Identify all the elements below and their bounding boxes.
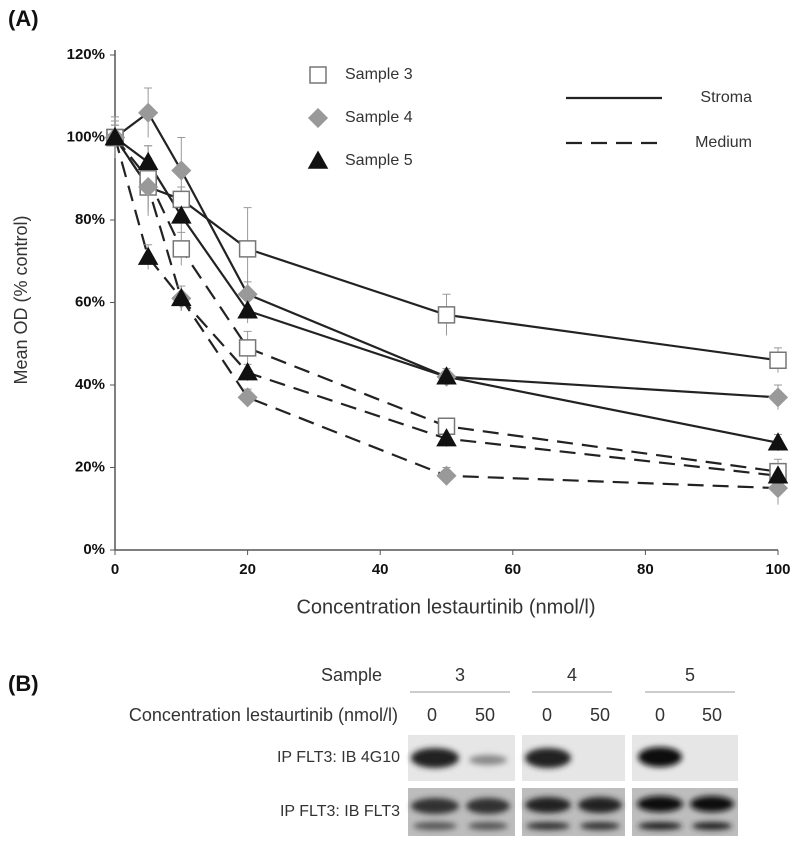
lane-label: 0 (542, 705, 552, 725)
legend-label: Medium (695, 134, 752, 151)
lane-label: 50 (702, 705, 722, 725)
x-tick-label: 80 (637, 561, 654, 578)
marker (436, 366, 457, 385)
lane-label: 0 (655, 705, 665, 725)
legend-label: Sample 5 (345, 152, 413, 169)
marker (436, 465, 457, 486)
concentration-label: Concentration lestaurtinib (nmol/l) (129, 705, 398, 725)
legend-marker (307, 150, 329, 169)
marker (172, 190, 191, 209)
legend-label: Sample 4 (345, 109, 413, 126)
x-tick-label: 60 (504, 561, 521, 578)
y-axis-label: Mean OD (% control) (11, 215, 31, 384)
lane-label: 50 (475, 705, 495, 725)
marker (138, 102, 159, 123)
sample-number: 3 (455, 665, 465, 685)
marker (138, 176, 159, 198)
marker (171, 160, 192, 181)
marker (237, 362, 258, 381)
line (113, 137, 779, 477)
lane-label: 0 (427, 705, 437, 725)
x-tick-label: 100 (765, 561, 790, 578)
y-tick-label: 0% (83, 541, 105, 558)
sample-number: 4 (567, 665, 577, 685)
blot-image (408, 735, 738, 836)
y-tick-label: 80% (75, 211, 105, 228)
sample-number: 5 (685, 665, 695, 685)
marker (767, 465, 789, 484)
marker (437, 306, 456, 324)
line (114, 136, 779, 444)
marker (436, 428, 457, 447)
marker (767, 387, 789, 408)
marker (171, 205, 192, 224)
legend-marker (309, 66, 327, 84)
x-tick-label: 0 (111, 561, 119, 578)
marker (104, 126, 126, 146)
marker (237, 300, 258, 319)
marker (238, 339, 257, 357)
x-axis-label: Concentration lestaurtinib (nmol/l) (296, 596, 595, 618)
row-label: IP FLT3: IB FLT3 (280, 803, 400, 820)
line (114, 111, 779, 399)
y-tick-label: 60% (75, 293, 105, 310)
sample-header: Sample (321, 665, 382, 685)
row-label: IP FLT3: IB 4G10 (277, 749, 400, 766)
line (114, 136, 779, 490)
y-tick-label: 120% (67, 46, 105, 63)
marker (238, 240, 257, 258)
marker (769, 351, 787, 369)
legend-label: Sample 3 (345, 66, 413, 83)
marker (767, 478, 789, 499)
marker (172, 240, 191, 258)
line (114, 136, 779, 473)
marker (137, 246, 159, 265)
marker (237, 387, 258, 408)
lane-label: 50 (590, 705, 610, 725)
marker (137, 151, 159, 170)
y-tick-label: 100% (67, 128, 105, 145)
y-tick-label: 20% (75, 458, 105, 475)
legend-label: Stroma (700, 89, 752, 106)
x-tick-label: 20 (239, 561, 256, 578)
panel-label: (A) (8, 6, 39, 31)
marker (767, 432, 789, 451)
y-tick-label: 40% (75, 376, 105, 393)
x-tick-label: 40 (372, 561, 389, 578)
legend-marker (307, 107, 329, 129)
panel-label: (B) (8, 671, 39, 696)
marker (171, 287, 192, 307)
